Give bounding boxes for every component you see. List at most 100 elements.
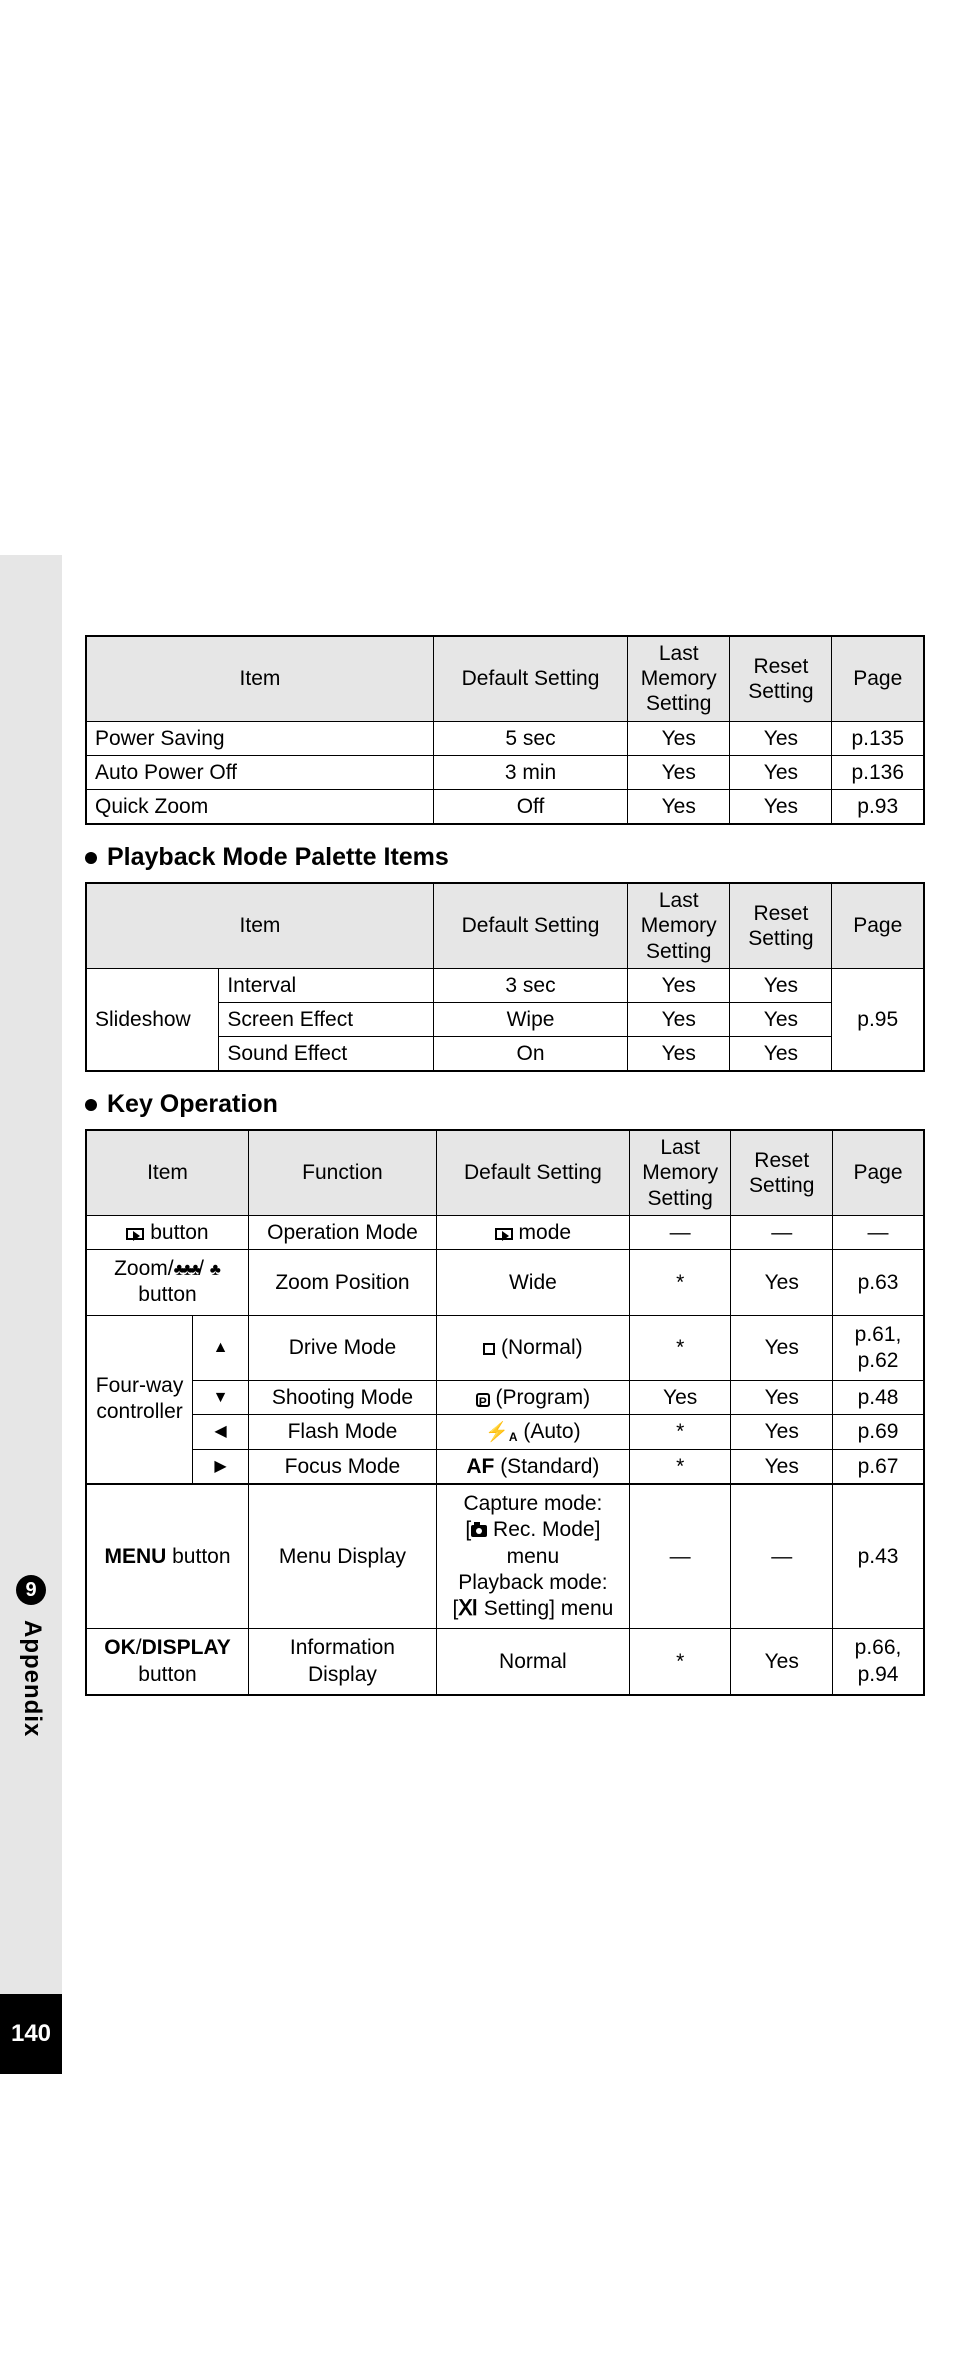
th-last: Last Memory Setting [629,1130,731,1215]
chapter-badge: 9 [16,1575,46,1605]
cell-def: P (Program) [436,1381,629,1415]
arrow-up-icon: ▲ [193,1315,249,1381]
playback-table: Item Default Setting Last Memory Setting… [85,882,925,1072]
cell-def: 3 min [433,755,627,789]
cell-fn: Drive Mode [249,1315,437,1381]
th-item: Item [86,883,433,968]
label-text: button [166,1545,230,1568]
cell-def: (Normal) [436,1315,629,1381]
key-operation-table: Item Function Default Setting Last Memor… [85,1129,925,1696]
cell-fn: Operation Mode [249,1215,437,1249]
cell-last: Yes [628,789,730,824]
zoom-tele-icon: ♣ [210,1260,221,1279]
cell-page: p.43 [833,1484,924,1629]
normal-mode-icon [483,1343,495,1355]
bullet-icon [85,1099,97,1111]
cell-def: mode [436,1215,629,1249]
label-text: button [138,1283,196,1306]
label-text: (Program) [490,1386,590,1409]
th-reset: Reset Setting [730,883,832,968]
th-item: Item [86,1130,249,1215]
section-heading-key-operation: Key Operation [85,1090,925,1119]
th-default: Default Setting [436,1130,629,1215]
cell-def: ⚡A (Auto) [436,1415,629,1450]
cell-page: p.136 [832,755,924,789]
cell-fn: Menu Display [249,1484,437,1629]
cell-reset: — [731,1215,833,1249]
program-mode-icon: P [476,1393,490,1407]
cell-def: Off [433,789,627,824]
cell-reset: Yes [730,1037,832,1072]
arrow-right-icon: ▶ [193,1449,249,1484]
cell-last: Yes [628,1037,730,1072]
cell-group: Slideshow [86,968,219,1071]
cell-item-fourway: Four-way controller [86,1315,193,1484]
cell-sub: Interval [219,968,434,1002]
heading-text: Playback Mode Palette Items [107,843,449,872]
cell-last: * [629,1449,731,1484]
flash-auto-icon: ⚡A [485,1422,517,1443]
label-text: button [138,1663,196,1686]
th-reset: Reset Setting [730,636,832,721]
label-text: button [144,1221,208,1244]
playback-icon [495,1228,513,1240]
cell-page: p.48 [833,1381,924,1415]
menu-label: MENU [104,1545,166,1568]
cell-reset: — [731,1484,833,1629]
cell-fn: Shooting Mode [249,1381,437,1415]
label-text: menu [507,1545,560,1568]
zoom-wide-icon: ♣♣♣ [174,1260,198,1279]
cell-page: p.93 [832,789,924,824]
label-text: (Standard) [494,1455,599,1478]
cell-def: Capture mode: [ Rec. Mode] menu Playback… [436,1484,629,1629]
cell-page: p.67 [833,1449,924,1484]
cell-item: Power Saving [86,721,433,755]
cell-reset: Yes [731,1629,833,1695]
cell-item: Zoom/♣♣♣/ ♣button [86,1250,249,1316]
cell-last: Yes [628,968,730,1002]
cell-item: Auto Power Off [86,755,433,789]
cell-reset: Yes [730,1002,832,1036]
camera-icon [471,1525,487,1537]
th-page: Page [832,883,924,968]
cell-item: MENU button [86,1484,249,1629]
side-gutter [0,555,62,1995]
th-last: Last Memory Setting [628,636,730,721]
appendix-label: Appendix [18,1620,46,1737]
cell-fn: Zoom Position [249,1250,437,1316]
cell-reset: Yes [731,1315,833,1381]
cell-last: Yes [628,721,730,755]
th-default: Default Setting [433,883,627,968]
cell-fn: Information Display [249,1629,437,1695]
heading-text: Key Operation [107,1090,278,1119]
page-content: Item Default Setting Last Memory Setting… [85,635,925,1696]
th-fn: Function [249,1130,437,1215]
th-page: Page [832,636,924,721]
cell-reset: Yes [730,968,832,1002]
cell-def: Wipe [433,1002,627,1036]
cell-sub: Sound Effect [219,1037,434,1072]
cell-item: button [86,1215,249,1249]
cell-reset: Yes [730,721,832,755]
label-text: Capture mode: [463,1492,602,1515]
th-default: Default Setting [433,636,627,721]
page-number-tab: 140 [0,1994,62,2074]
cell-last: * [629,1315,731,1381]
cell-def: Wide [436,1250,629,1316]
label-text: (Auto) [518,1420,581,1443]
cell-def: 5 sec [433,721,627,755]
settings-table-1: Item Default Setting Last Memory Setting… [85,635,925,825]
cell-last: — [629,1215,731,1249]
cell-reset: Yes [731,1449,833,1484]
cell-reset: Yes [731,1381,833,1415]
cell-last: — [629,1484,731,1629]
label-text: Zoom/ [114,1257,174,1280]
label-text: Setting] menu [478,1597,613,1620]
cell-def: AF (Standard) [436,1449,629,1484]
cell-page: p.63 [833,1250,924,1316]
cell-last: * [629,1629,731,1695]
th-page: Page [833,1130,924,1215]
cell-def: 3 sec [433,968,627,1002]
cell-last: Yes [629,1381,731,1415]
label-text: mode [513,1221,571,1244]
